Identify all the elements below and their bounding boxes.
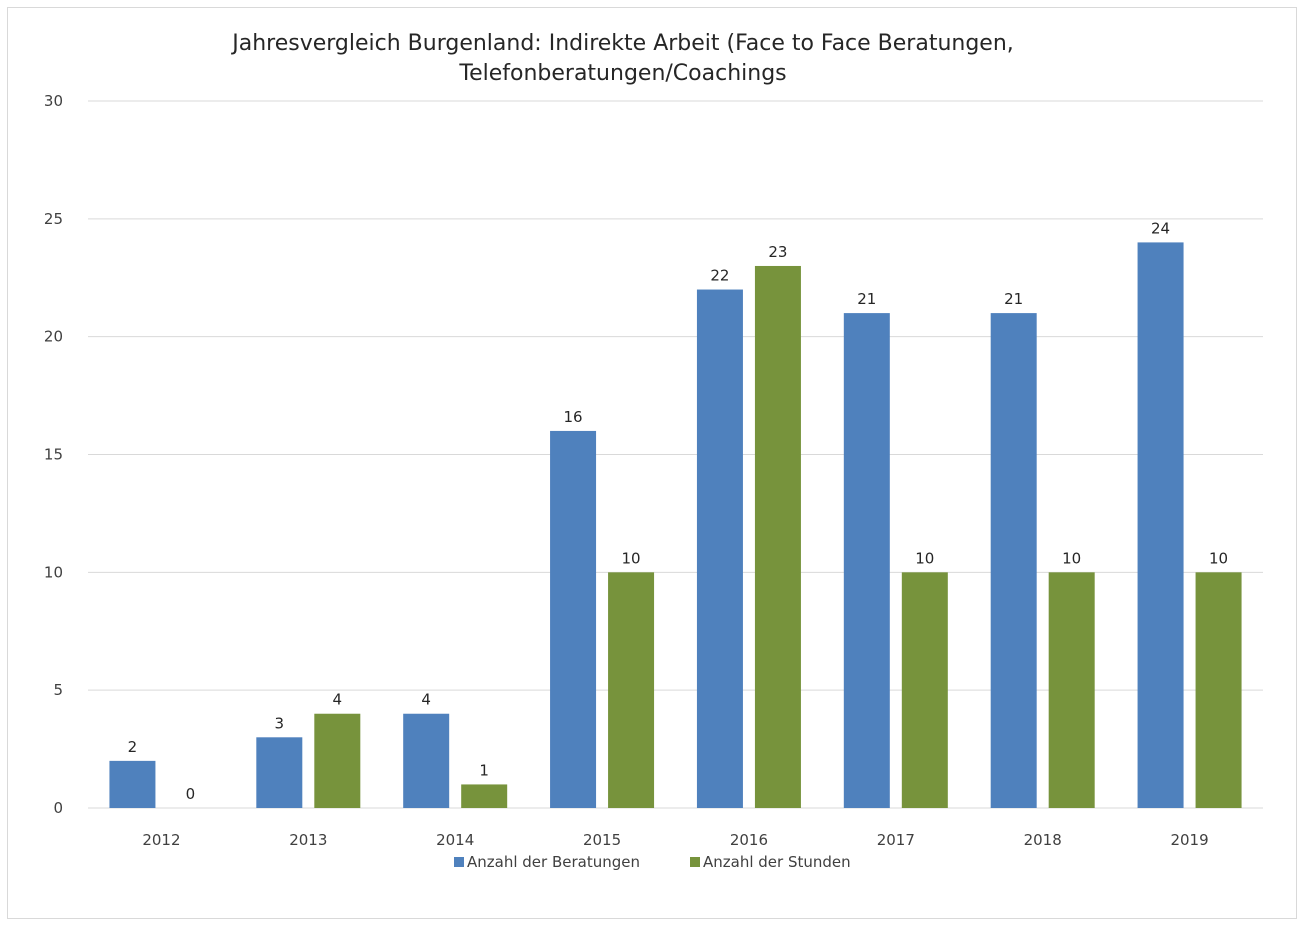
data-label-beratungen-2016: 22 [710, 267, 729, 285]
y-tick-label: 20 [44, 328, 63, 346]
data-label-stunden-2019: 10 [1209, 549, 1228, 567]
y-tick-label: 25 [44, 210, 63, 228]
x-tick-label-2018: 2018 [1024, 831, 1062, 849]
y-axis-tick-labels: 0 5 10 15 20 25 30 [44, 92, 63, 817]
data-label-beratungen-2013: 3 [275, 714, 285, 732]
bar-beratungen-2013 [256, 737, 303, 808]
x-tick-label-2013: 2013 [289, 831, 327, 849]
bar-beratungen-2012 [109, 760, 156, 808]
data-label-stunden-2012: 0 [186, 785, 196, 803]
legend-swatch-beratungen [454, 857, 464, 867]
data-label-beratungen-2014: 4 [421, 691, 431, 709]
y-tick-label: 10 [44, 563, 63, 581]
data-label-beratungen-2012: 2 [128, 738, 138, 756]
data-label-stunden-2014: 1 [479, 761, 489, 779]
y-tick-label: 15 [44, 446, 63, 464]
bar-beratungen-2015 [550, 430, 597, 808]
bar-stunden-2016 [754, 265, 801, 808]
x-axis-tick-labels: 2012 2013 2014 2015 2016 2017 2018 2019 [142, 831, 1208, 849]
x-tick-label-2017: 2017 [877, 831, 915, 849]
bar-stunden-2015 [608, 572, 655, 808]
x-tick-label-2014: 2014 [436, 831, 474, 849]
data-label-stunden-2016: 23 [768, 243, 787, 261]
data-label-stunden-2013: 4 [333, 691, 343, 709]
data-label-beratungen-2015: 16 [564, 408, 583, 426]
legend-swatch-stunden [690, 857, 700, 867]
bar-stunden-2014 [461, 784, 508, 808]
data-label-stunden-2018: 10 [1062, 549, 1081, 567]
data-label-stunden-2017: 10 [915, 549, 934, 567]
legend-label-beratungen: Anzahl der Beratungen [467, 853, 640, 871]
x-tick-label-2016: 2016 [730, 831, 768, 849]
data-label-stunden-2015: 10 [622, 549, 641, 567]
bar-beratungen-2019 [1137, 242, 1184, 808]
data-label-beratungen-2019: 24 [1151, 219, 1170, 237]
y-tick-label: 5 [53, 681, 63, 699]
chart-title: Jahresvergleich Burgenland: Indirekte Ar… [230, 31, 1014, 86]
chart-title-line-2: Telefonberatungen/Coachings [458, 61, 786, 86]
bar-beratungen-2016 [696, 289, 743, 808]
bar-stunden-2018 [1048, 572, 1095, 808]
y-tick-label: 0 [53, 799, 63, 817]
x-tick-label-2012: 2012 [142, 831, 180, 849]
bar-stunden-2019 [1195, 572, 1242, 808]
legend-label-stunden: Anzahl der Stunden [703, 853, 851, 871]
data-labels: 2 0 3 4 4 1 16 10 22 23 21 10 21 10 24 10 [128, 219, 1228, 803]
x-tick-label-2019: 2019 [1170, 831, 1208, 849]
bar-beratungen-2017 [843, 313, 890, 808]
chart-title-line-1: Jahresvergleich Burgenland: Indirekte Ar… [230, 31, 1014, 56]
bar-stunden-2013 [314, 713, 361, 808]
bar-beratungen-2014 [403, 713, 450, 808]
bar-stunden-2017 [901, 572, 948, 808]
data-label-beratungen-2017: 21 [857, 290, 876, 308]
y-tick-label: 30 [44, 92, 63, 110]
x-tick-label-2015: 2015 [583, 831, 621, 849]
bars [109, 242, 1242, 808]
legend: Anzahl der Beratungen Anzahl der Stunden [454, 853, 851, 871]
bar-beratungen-2018 [990, 313, 1037, 808]
data-label-beratungen-2018: 21 [1004, 290, 1023, 308]
